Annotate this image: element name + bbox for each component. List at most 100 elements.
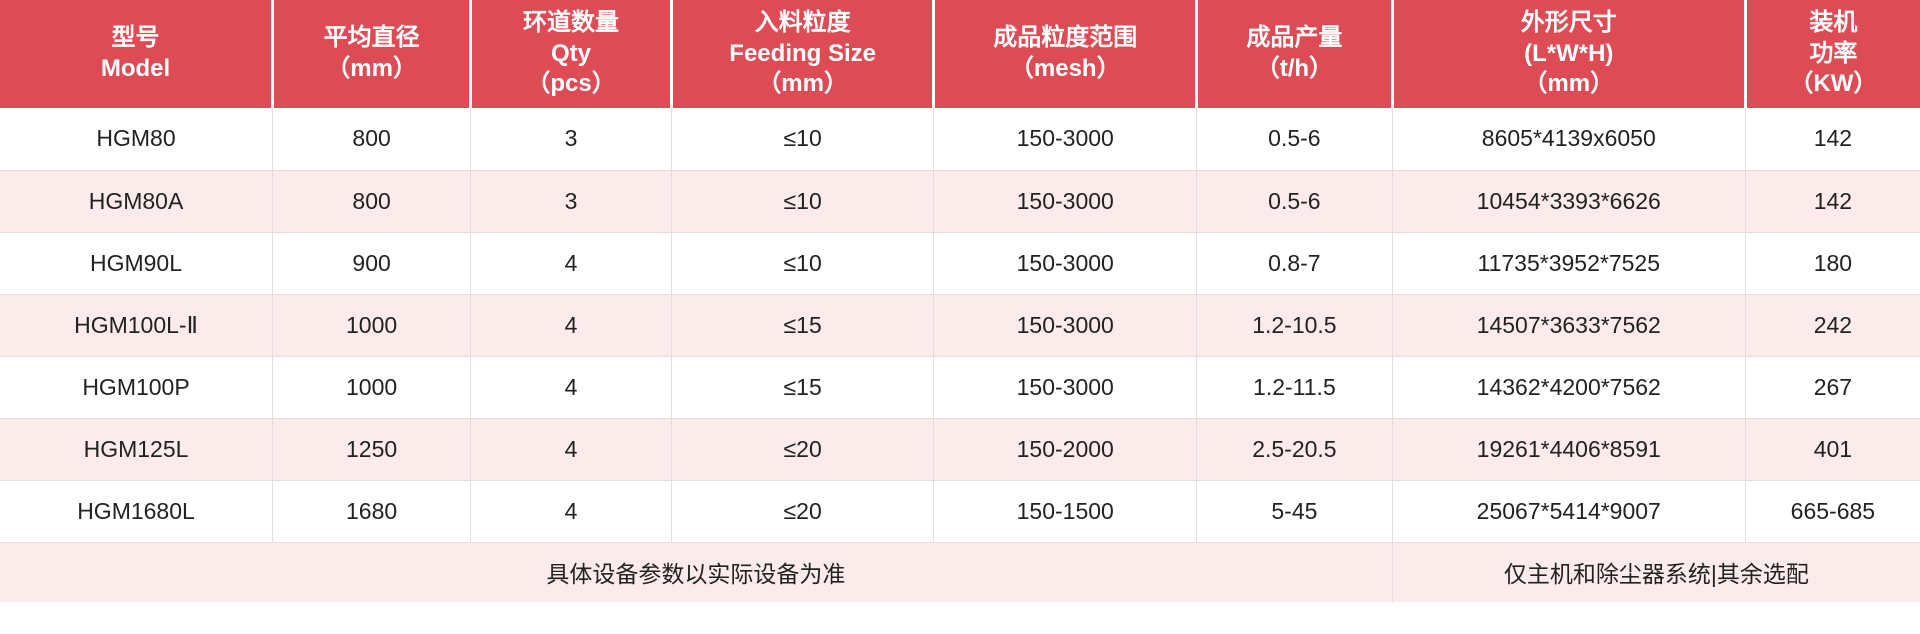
specification-table: 型号 Model 平均直径 （mm） 环道数量 Qty （pcs） 入料粒度 F… bbox=[0, 0, 1920, 602]
column-header-power-cn2: 功率 bbox=[1809, 39, 1858, 67]
column-header-avg-diameter-cn: 平均直径 bbox=[323, 24, 420, 52]
column-header-product-size: 成品粒度范围 （mesh） bbox=[933, 0, 1199, 108]
cell-feeding-size: ≤10 bbox=[671, 232, 935, 295]
cell-power: 401 bbox=[1745, 418, 1920, 481]
table-row: HGM1680L 1680 4 ≤20 150-1500 5-45 25067*… bbox=[0, 480, 1920, 543]
cell-dimensions: 11735*3952*7525 bbox=[1392, 232, 1746, 295]
cell-avg-diameter: 900 bbox=[272, 232, 472, 295]
table-row: HGM100P 1000 4 ≤15 150-3000 1.2-11.5 143… bbox=[0, 356, 1920, 419]
cell-capacity: 0.5-6 bbox=[1196, 170, 1393, 233]
cell-feeding-size: ≤10 bbox=[671, 170, 935, 233]
column-header-feeding-size-en: Feeding Size bbox=[729, 39, 876, 67]
cell-avg-diameter: 1250 bbox=[272, 418, 472, 481]
column-header-ring-qty-en: Qty bbox=[551, 39, 592, 67]
cell-power: 665-685 bbox=[1745, 480, 1920, 543]
cell-capacity: 2.5-20.5 bbox=[1196, 418, 1393, 481]
column-header-feeding-size-unit: （mm） bbox=[757, 70, 848, 98]
column-header-power-cn: 装机 bbox=[1809, 8, 1858, 36]
cell-avg-diameter: 1680 bbox=[272, 480, 472, 543]
table-footer: 具体设备参数以实际设备为准 仅主机和除尘器系统|其余选配 bbox=[0, 542, 1920, 602]
cell-model: HGM90L bbox=[0, 232, 274, 295]
column-header-ring-qty-unit: （pcs） bbox=[526, 70, 616, 98]
header-row: 型号 Model 平均直径 （mm） 环道数量 Qty （pcs） 入料粒度 F… bbox=[0, 0, 1920, 108]
cell-capacity: 1.2-11.5 bbox=[1196, 356, 1393, 419]
cell-dimensions: 19261*4406*8591 bbox=[1392, 418, 1746, 481]
cell-product-size: 150-2000 bbox=[933, 418, 1198, 481]
column-header-product-size-cn: 成品粒度范围 bbox=[993, 24, 1138, 52]
table-row: HGM125L 1250 4 ≤20 150-2000 2.5-20.5 192… bbox=[0, 418, 1920, 481]
cell-product-size: 150-1500 bbox=[933, 480, 1198, 543]
cell-product-size: 150-3000 bbox=[933, 294, 1198, 357]
column-header-dimensions-unit: （mm） bbox=[1523, 70, 1615, 98]
column-header-ring-qty: 环道数量 Qty （pcs） bbox=[470, 0, 673, 108]
column-header-dimensions-en: (L*W*H) bbox=[1524, 39, 1614, 67]
cell-dimensions: 14507*3633*7562 bbox=[1392, 294, 1746, 357]
cell-power: 180 bbox=[1745, 232, 1920, 295]
cell-product-size: 150-3000 bbox=[933, 170, 1198, 233]
table-body: HGM80 800 3 ≤10 150-3000 0.5-6 8605*4139… bbox=[0, 108, 1920, 543]
cell-dimensions: 14362*4200*7562 bbox=[1392, 356, 1746, 419]
table-row: HGM80A 800 3 ≤10 150-3000 0.5-6 10454*33… bbox=[0, 170, 1920, 233]
cell-product-size: 150-3000 bbox=[933, 232, 1198, 295]
column-header-model-en: Model bbox=[100, 55, 171, 82]
footer-row: 具体设备参数以实际设备为准 仅主机和除尘器系统|其余选配 bbox=[0, 542, 1920, 602]
cell-feeding-size: ≤10 bbox=[671, 108, 935, 171]
cell-feeding-size: ≤15 bbox=[671, 356, 935, 419]
cell-ring-qty: 3 bbox=[470, 170, 672, 233]
column-header-power-unit: （KW） bbox=[1789, 70, 1878, 98]
cell-capacity: 0.5-6 bbox=[1196, 108, 1393, 171]
cell-model: HGM125L bbox=[0, 418, 274, 481]
cell-power: 242 bbox=[1745, 294, 1920, 357]
cell-product-size: 150-3000 bbox=[933, 108, 1198, 171]
column-header-model-cn: 型号 bbox=[111, 24, 160, 52]
table-header: 型号 Model 平均直径 （mm） 环道数量 Qty （pcs） 入料粒度 F… bbox=[0, 0, 1920, 108]
column-header-product-size-unit: （mesh） bbox=[1009, 55, 1121, 82]
cell-power: 142 bbox=[1745, 170, 1920, 233]
cell-avg-diameter: 800 bbox=[272, 108, 472, 171]
table-row: HGM100L-Ⅱ 1000 4 ≤15 150-3000 1.2-10.5 1… bbox=[0, 294, 1920, 357]
column-header-feeding-size: 入料粒度 Feeding Size （mm） bbox=[671, 0, 936, 108]
cell-model: HGM1680L bbox=[0, 480, 274, 543]
column-header-capacity: 成品产量 （t/h） bbox=[1196, 0, 1394, 108]
column-header-capacity-unit: （t/h） bbox=[1255, 55, 1334, 82]
cell-ring-qty: 4 bbox=[470, 356, 672, 419]
column-header-avg-diameter: 平均直径 （mm） bbox=[272, 0, 473, 108]
cell-model: HGM80 bbox=[0, 108, 274, 171]
cell-product-size: 150-3000 bbox=[933, 356, 1198, 419]
footer-note-right: 仅主机和除尘器系统|其余选配 bbox=[1392, 542, 1920, 602]
column-header-dimensions-cn: 外形尺寸 bbox=[1520, 8, 1617, 36]
cell-capacity: 5-45 bbox=[1196, 480, 1393, 543]
cell-model: HGM100L-Ⅱ bbox=[0, 294, 274, 357]
cell-dimensions: 10454*3393*6626 bbox=[1392, 170, 1746, 233]
cell-model: HGM80A bbox=[0, 170, 274, 233]
cell-feeding-size: ≤20 bbox=[671, 480, 935, 543]
table-row: HGM90L 900 4 ≤10 150-3000 0.8-7 11735*39… bbox=[0, 232, 1920, 295]
footer-note-left: 具体设备参数以实际设备为准 bbox=[0, 542, 1393, 602]
column-header-avg-diameter-unit: （mm） bbox=[326, 55, 417, 82]
cell-avg-diameter: 800 bbox=[272, 170, 472, 233]
cell-capacity: 1.2-10.5 bbox=[1196, 294, 1393, 357]
cell-ring-qty: 4 bbox=[470, 294, 672, 357]
cell-model: HGM100P bbox=[0, 356, 274, 419]
cell-dimensions: 25067*5414*9007 bbox=[1392, 480, 1746, 543]
cell-capacity: 0.8-7 bbox=[1196, 232, 1393, 295]
cell-avg-diameter: 1000 bbox=[272, 356, 472, 419]
cell-avg-diameter: 1000 bbox=[272, 294, 472, 357]
column-header-model: 型号 Model bbox=[0, 0, 275, 108]
column-header-capacity-cn: 成品产量 bbox=[1246, 24, 1343, 52]
cell-ring-qty: 4 bbox=[470, 232, 672, 295]
cell-power: 142 bbox=[1745, 108, 1920, 171]
cell-feeding-size: ≤15 bbox=[671, 294, 935, 357]
cell-dimensions: 8605*4139x6050 bbox=[1392, 108, 1746, 171]
column-header-power: 装机 功率 （KW） bbox=[1745, 0, 1920, 108]
column-header-feeding-size-cn: 入料粒度 bbox=[754, 8, 851, 36]
column-header-dimensions: 外形尺寸 (L*W*H) （mm） bbox=[1392, 0, 1747, 108]
column-header-ring-qty-cn: 环道数量 bbox=[523, 8, 620, 36]
table-row: HGM80 800 3 ≤10 150-3000 0.5-6 8605*4139… bbox=[0, 108, 1920, 171]
cell-power: 267 bbox=[1745, 356, 1920, 419]
cell-feeding-size: ≤20 bbox=[671, 418, 935, 481]
cell-ring-qty: 4 bbox=[470, 480, 672, 543]
cell-ring-qty: 3 bbox=[470, 108, 672, 171]
cell-ring-qty: 4 bbox=[470, 418, 672, 481]
